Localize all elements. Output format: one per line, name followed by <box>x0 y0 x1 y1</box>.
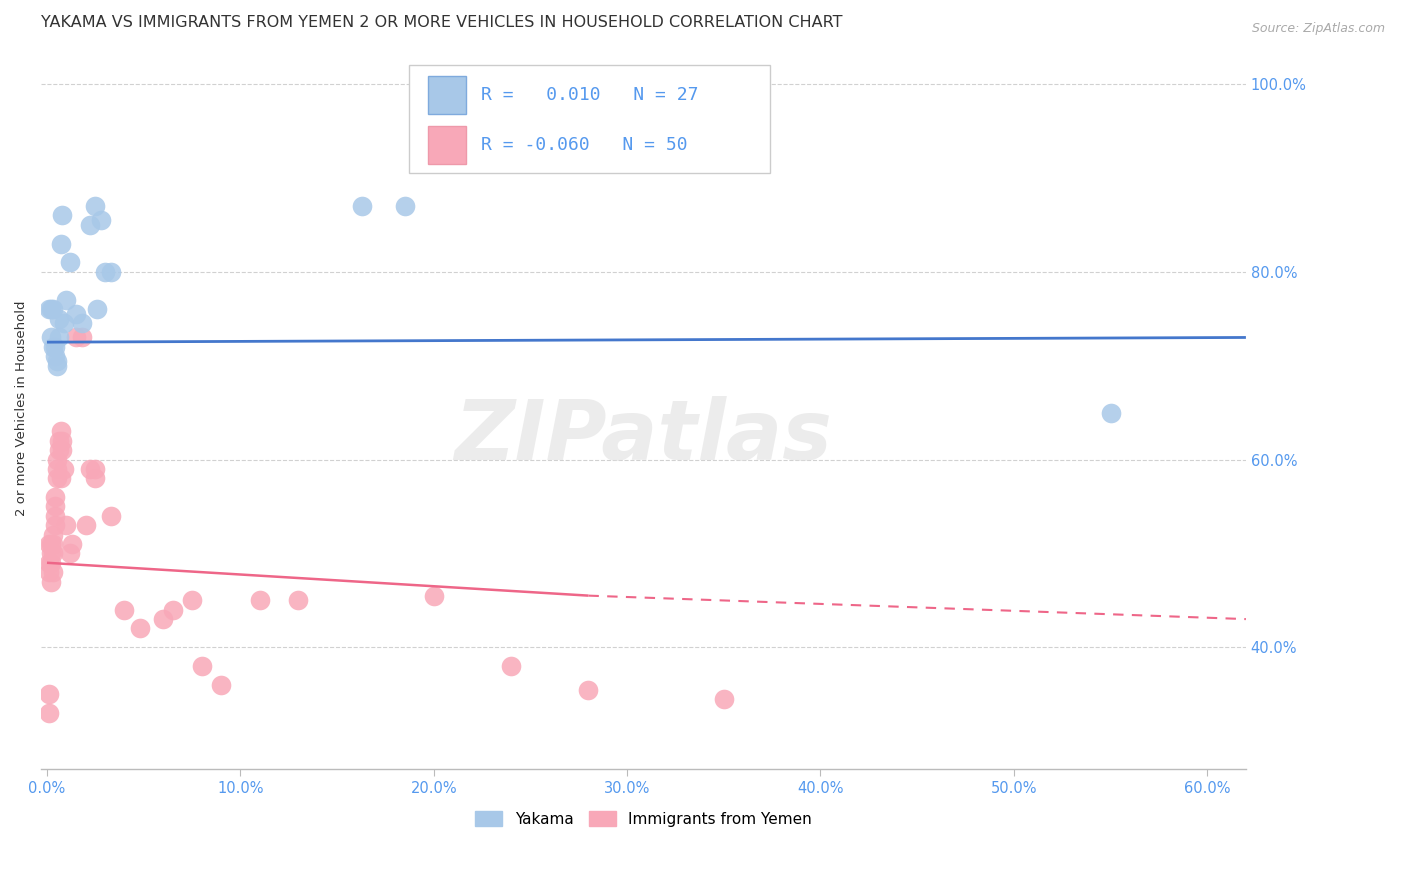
Point <box>100 265 122 279</box>
Point <box>86 302 108 317</box>
Point <box>59 255 82 269</box>
FancyBboxPatch shape <box>427 76 467 113</box>
Point <box>128 622 150 636</box>
Point <box>42 527 65 541</box>
Point <box>209 678 232 692</box>
Point <box>38 556 60 570</box>
Point <box>578 682 600 697</box>
Point <box>70 330 93 344</box>
Text: Source: ZipAtlas.com: Source: ZipAtlas.com <box>1251 22 1385 36</box>
Point <box>181 593 204 607</box>
Point <box>42 565 65 579</box>
Point <box>53 462 76 476</box>
Point <box>55 293 77 307</box>
Point <box>48 434 70 448</box>
Point <box>94 265 117 279</box>
Point <box>39 546 62 560</box>
Point <box>42 537 65 551</box>
Point <box>51 209 73 223</box>
Point <box>112 603 135 617</box>
Point <box>42 340 65 354</box>
Point <box>51 443 73 458</box>
Point <box>48 311 70 326</box>
Point <box>49 425 72 439</box>
Point <box>44 518 66 533</box>
Point <box>42 302 65 317</box>
Point <box>501 659 523 673</box>
Point <box>152 612 174 626</box>
Point <box>190 659 212 673</box>
Point <box>44 490 66 504</box>
Point <box>39 574 62 589</box>
Y-axis label: 2 or more Vehicles in Household: 2 or more Vehicles in Household <box>15 300 28 516</box>
Point <box>84 199 107 213</box>
Point <box>45 359 67 373</box>
Point <box>90 213 112 227</box>
Point <box>249 593 271 607</box>
Point <box>75 518 97 533</box>
Point <box>38 706 60 720</box>
Point <box>352 199 374 213</box>
Point <box>1099 406 1122 420</box>
Point <box>38 687 60 701</box>
Point <box>42 546 65 560</box>
Point <box>79 462 101 476</box>
FancyBboxPatch shape <box>427 126 467 163</box>
Point <box>49 471 72 485</box>
Point <box>287 593 309 607</box>
Point <box>38 302 60 317</box>
Point <box>44 340 66 354</box>
Legend: Yakama, Immigrants from Yemen: Yakama, Immigrants from Yemen <box>475 811 813 827</box>
Text: R = -0.060   N = 50: R = -0.060 N = 50 <box>481 136 688 153</box>
Point <box>45 471 67 485</box>
Point <box>38 537 60 551</box>
Text: YAKAMA VS IMMIGRANTS FROM YEMEN 2 OR MORE VEHICLES IN HOUSEHOLD CORRELATION CHAR: YAKAMA VS IMMIGRANTS FROM YEMEN 2 OR MOR… <box>41 15 842 30</box>
Point <box>79 218 101 232</box>
Point <box>394 199 416 213</box>
Point <box>44 500 66 514</box>
Point <box>162 603 184 617</box>
Point <box>39 302 62 317</box>
Point <box>60 537 83 551</box>
Point <box>44 508 66 523</box>
Point <box>84 471 107 485</box>
Text: ZIPatlas: ZIPatlas <box>454 396 832 477</box>
Point <box>51 434 73 448</box>
Point <box>48 330 70 344</box>
Point <box>45 354 67 368</box>
Point <box>45 452 67 467</box>
Point <box>39 537 62 551</box>
Text: R =   0.010   N = 27: R = 0.010 N = 27 <box>481 86 699 103</box>
Point <box>100 508 122 523</box>
Point <box>422 589 444 603</box>
Point <box>84 462 107 476</box>
Point <box>39 330 62 344</box>
Point <box>44 349 66 363</box>
Point <box>59 546 82 560</box>
Point <box>39 556 62 570</box>
Point <box>713 692 735 706</box>
Point <box>45 462 67 476</box>
Point <box>65 330 87 344</box>
Point <box>49 236 72 251</box>
Point <box>38 565 60 579</box>
Point <box>55 518 77 533</box>
Point <box>70 317 93 331</box>
Point <box>48 443 70 458</box>
Point <box>53 317 76 331</box>
Point <box>65 307 87 321</box>
FancyBboxPatch shape <box>409 64 770 173</box>
